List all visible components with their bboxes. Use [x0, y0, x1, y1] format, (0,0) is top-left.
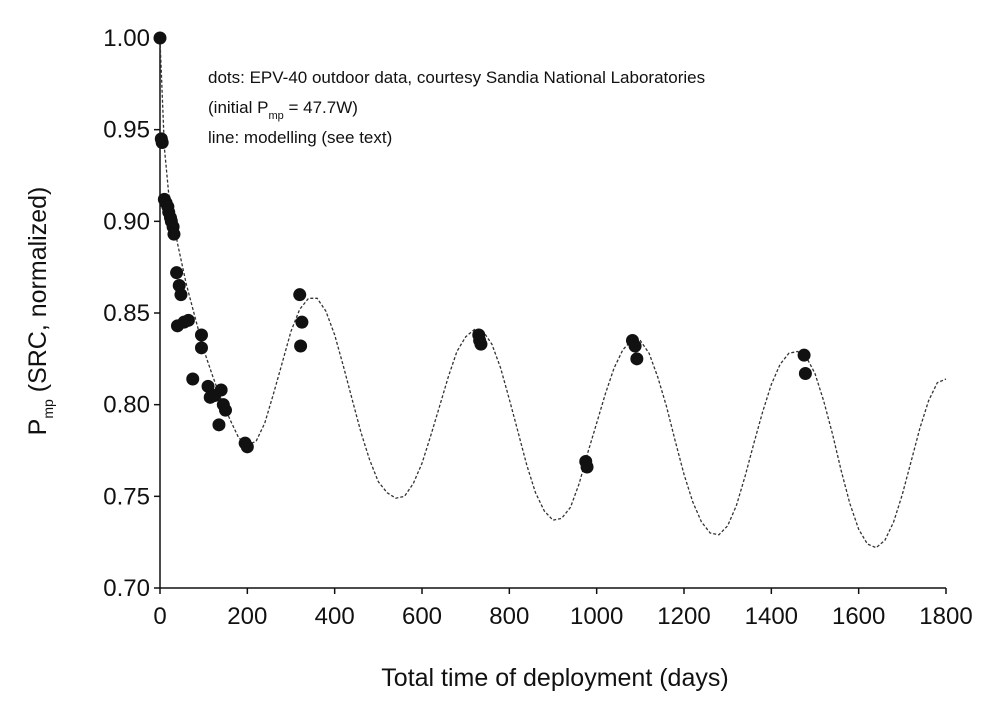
x-tick-label: 0: [153, 603, 166, 630]
annotation-initial-sub: mp: [268, 110, 283, 122]
data-point: [201, 379, 215, 393]
x-tick-label: 1400: [745, 603, 798, 630]
plot-area: 0.70 0.75 0.80 0.85 0.90 0.95 1.00 0 200 400 600 80…: [103, 25, 972, 630]
y-axis-title: Pmp (SRC, normalized): [24, 187, 56, 436]
y-tick-label: 0.80: [103, 392, 150, 419]
data-point: [580, 460, 594, 474]
x-tick-label: 1000: [570, 603, 623, 630]
x-tick-label: 600: [402, 603, 442, 630]
data-point: [630, 352, 644, 366]
data-point: [294, 339, 308, 353]
y-axis-title-sub: mp: [40, 399, 56, 419]
x-tick-label: 200: [227, 603, 267, 630]
data-point: [628, 339, 642, 353]
data-point: [155, 136, 169, 149]
annotation-block: dots: EPV-40 outdoor data, courtesy Sand…: [208, 68, 705, 147]
data-point: [212, 418, 226, 432]
x-tick-label: 1800: [919, 603, 972, 630]
x-tick-label: 1600: [832, 603, 885, 630]
data-point: [186, 372, 200, 386]
y-tick-label: 0.75: [103, 483, 150, 510]
data-point: [474, 337, 488, 351]
data-point: [219, 403, 232, 417]
data-point: [293, 288, 307, 302]
data-point: [194, 328, 208, 342]
data-point: [170, 266, 184, 280]
y-axis-title-rest: (SRC, normalized): [24, 187, 52, 400]
data-point: [214, 383, 228, 397]
annotation-dots: dots: EPV-40 outdoor data, courtesy Sand…: [208, 68, 705, 87]
data-point: [295, 315, 309, 329]
annotation-initial-pre: (initial P: [208, 98, 268, 117]
data-point: [167, 227, 181, 241]
y-tick-label: 0.85: [103, 300, 150, 327]
data-point: [174, 288, 188, 302]
annotation-initial-pmp: (initial Pmp = 47.7W): [208, 98, 358, 122]
x-tick-label: 1200: [657, 603, 710, 630]
model-line: [159, 39, 947, 549]
y-tick-label: 0.95: [103, 117, 150, 144]
annotation-initial-post: = 47.7W): [284, 98, 358, 117]
y-tick-label: 0.90: [103, 208, 150, 235]
data-point: [797, 348, 811, 362]
data-point: [798, 367, 812, 380]
x-tick-label: 800: [489, 603, 529, 630]
y-tick-label: 0.70: [103, 575, 150, 602]
data-point: [194, 341, 208, 355]
data-point: [153, 31, 167, 45]
annotation-line: line: modelling (see text): [208, 128, 392, 147]
data-point: [181, 313, 195, 327]
y-axis-title-main: P: [24, 419, 52, 436]
y-tick-label: 1.00: [103, 25, 150, 52]
x-tick-label: 400: [315, 603, 355, 630]
data-point: [240, 440, 254, 454]
x-axis-title: Total time of deployment (days): [381, 664, 728, 692]
